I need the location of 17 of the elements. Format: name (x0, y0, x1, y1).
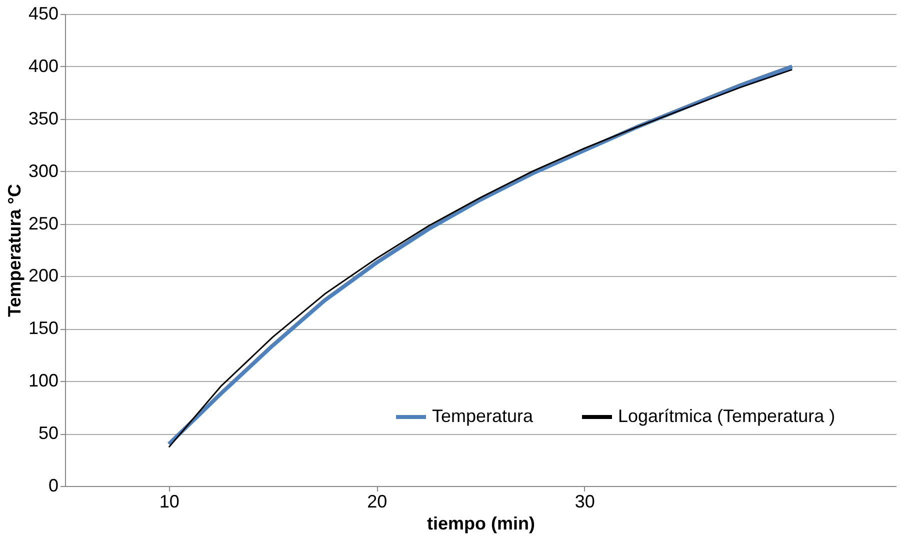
x-tick-label: 30 (574, 492, 595, 512)
y-tick-label: 0 (48, 476, 58, 496)
y-tick-label: 100 (28, 370, 58, 391)
y-tick-label: 400 (28, 56, 58, 76)
x-axis-title: tiempo (min) (427, 514, 535, 534)
legend-label: Temperatura (432, 406, 534, 426)
y-tick-label: 200 (28, 266, 58, 286)
y-tick-label: 350 (28, 108, 58, 128)
legend-label: Logarítmica (Temperatura ) (618, 406, 836, 426)
y-tick-label: 250 (28, 213, 58, 234)
y-tick-label: 50 (38, 423, 58, 444)
y-tick-label: 150 (28, 318, 58, 338)
y-tick-label: 450 (28, 4, 58, 24)
y-axis-title: Temperatura °C (4, 184, 24, 317)
y-tick-label: 300 (28, 160, 58, 181)
x-tick-label: 20 (367, 492, 388, 512)
x-tick-label: 10 (159, 492, 180, 512)
